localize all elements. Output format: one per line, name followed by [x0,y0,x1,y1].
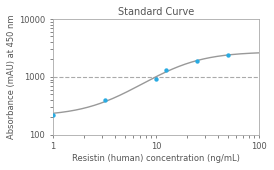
X-axis label: Resistin (human) concentration (ng/mL): Resistin (human) concentration (ng/mL) [72,154,240,163]
Title: Standard Curve: Standard Curve [118,7,194,17]
Point [102,98,107,101]
Point [50,114,55,116]
Point [226,54,230,56]
Point [154,78,158,80]
Y-axis label: Absorbance (mAU) at 450 nm: Absorbance (mAU) at 450 nm [7,15,16,139]
Point [164,69,168,72]
Point [195,59,199,62]
